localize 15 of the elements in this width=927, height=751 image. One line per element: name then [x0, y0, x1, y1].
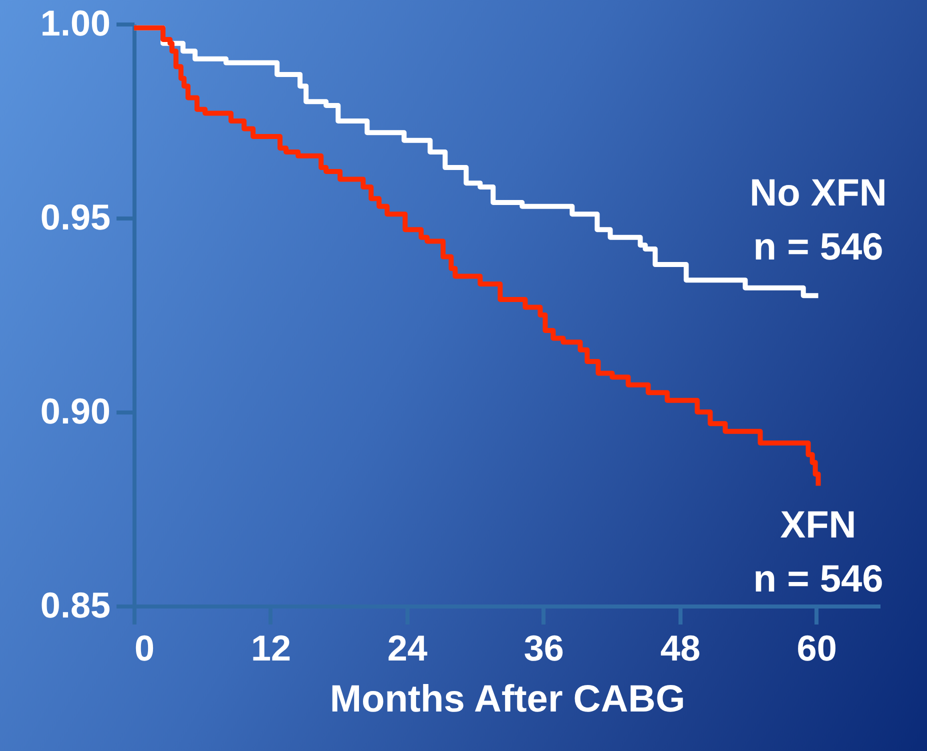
x-tick-label: 60 — [796, 628, 837, 668]
y-tick-label: 0.95 — [40, 196, 110, 238]
x-axis-title: Months After CABG — [330, 678, 686, 720]
series-label: XFN — [780, 504, 856, 547]
y-tick-label: 0.90 — [40, 390, 110, 432]
annotation: n = 546 — [753, 226, 884, 269]
y-tick-label: 0.85 — [40, 584, 110, 626]
x-tick-label: 36 — [524, 628, 564, 668]
series-label: No XFN — [750, 172, 887, 215]
x-tick-label: 48 — [660, 628, 700, 668]
x-tick-label: 0 — [134, 628, 155, 668]
y-tick-label: 1.00 — [40, 2, 110, 44]
annotation: n = 546 — [753, 558, 884, 601]
x-tick-label: 24 — [387, 628, 428, 668]
x-tick-label: 12 — [250, 628, 291, 668]
